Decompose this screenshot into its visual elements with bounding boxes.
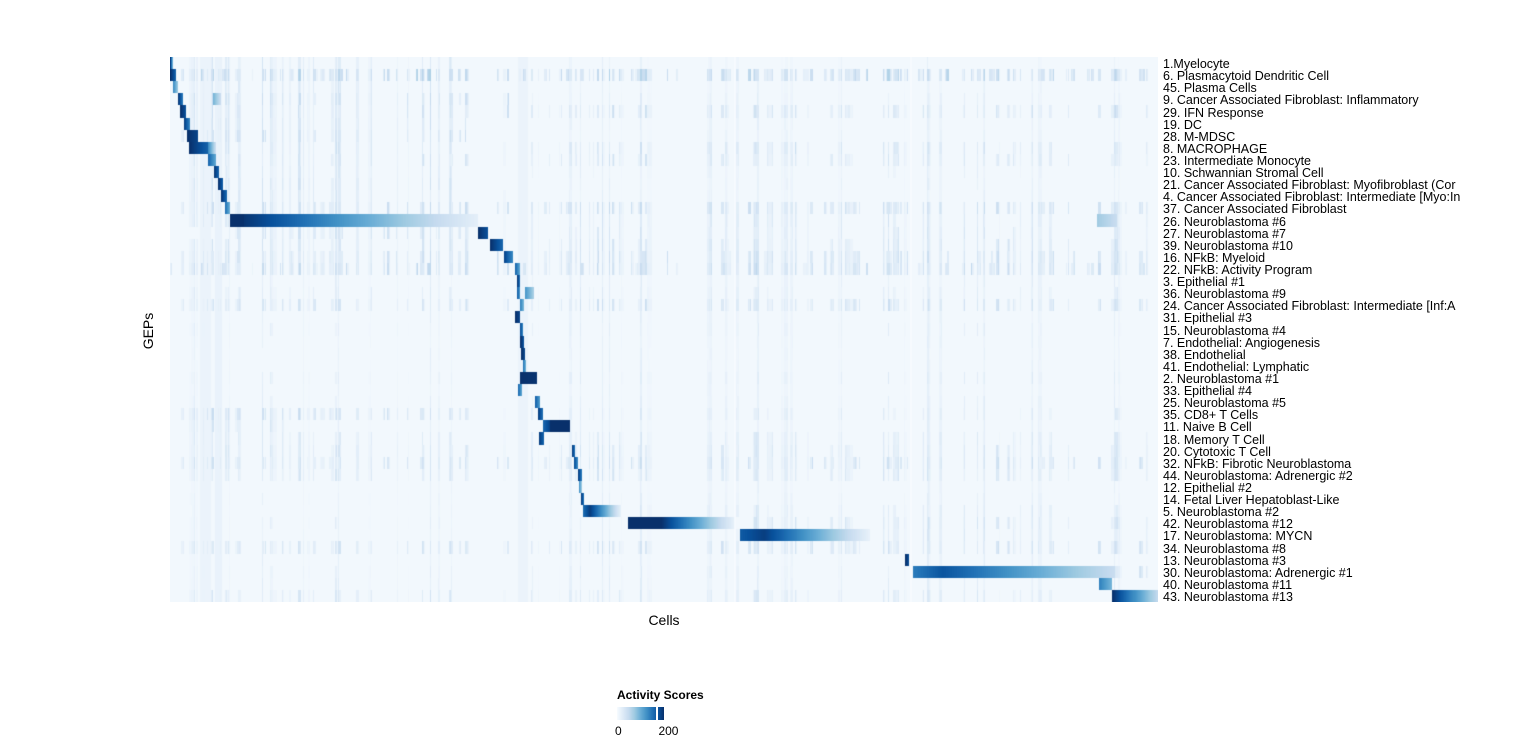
gep-label: 17. Neuroblastoma: MYCN <box>1163 529 1313 544</box>
gep-label: 36. Neuroblastoma #9 <box>1163 286 1286 301</box>
legend-tick-min: 0 <box>614 724 622 738</box>
gep-label: 11. Naive B Cell <box>1163 420 1252 435</box>
gep-label: 7. Endothelial: Angiogenesis <box>1163 335 1321 350</box>
gep-label: 29. IFN Response <box>1163 105 1264 120</box>
gep-label: 2. Neuroblastoma #1 <box>1163 371 1280 386</box>
gep-label: 22. NFkB: Activity Program <box>1163 262 1313 277</box>
gep-label: 25. Neuroblastoma #5 <box>1163 395 1286 410</box>
legend-colorbar <box>617 707 664 720</box>
gep-label: 8. MACROPHAGE <box>1163 141 1268 156</box>
gep-label: 27. Neuroblastoma #7 <box>1163 226 1286 241</box>
gep-label: 6. Plasmacytoid Dendritic Cell <box>1163 68 1330 83</box>
gep-label: 24. Cancer Associated Fibroblast: Interm… <box>1163 299 1456 314</box>
gep-label: 5. Neuroblastoma #2 <box>1163 504 1280 519</box>
gep-label: 4. Cancer Associated Fibroblast: Interme… <box>1163 190 1461 205</box>
gep-label: 28. M-MDSC <box>1163 129 1236 144</box>
gep-label: 35. CD8+ T Cells <box>1163 408 1259 423</box>
gep-label: 45. Plasma Cells <box>1163 81 1257 96</box>
gep-label: 1.Myelocyte <box>1163 56 1230 71</box>
gep-label: 15. Neuroblastoma #4 <box>1163 323 1286 338</box>
gep-label: 30. Neuroblastoma: Adrenergic #1 <box>1163 565 1353 580</box>
y-axis-label: GEPs <box>140 312 156 350</box>
x-axis-label: Cells <box>648 612 680 628</box>
gep-label: 40. Neuroblastoma #11 <box>1163 577 1293 592</box>
gep-label: 18. Memory T Cell <box>1163 432 1265 447</box>
gep-label: 16. NFkB: Myeloid <box>1163 250 1266 265</box>
gep-label: 37. Cancer Associated Fibroblast <box>1163 202 1347 217</box>
legend-title: Activity Scores <box>617 688 704 702</box>
gep-label: 33. Epithelial #4 <box>1163 383 1252 398</box>
gep-label: 14. Fetal Liver Hepatoblast-Like <box>1163 492 1340 507</box>
gep-label: 32. NFkB: Fibrotic Neuroblastoma <box>1163 456 1352 471</box>
gep-label: 20. Cytotoxic T Cell <box>1163 444 1271 459</box>
gep-label: 38. Endothelial <box>1163 347 1246 362</box>
gep-label: 13. Neuroblastoma #3 <box>1163 553 1286 568</box>
gep-label: 9. Cancer Associated Fibroblast: Inflamm… <box>1163 93 1419 108</box>
gep-label: 43. Neuroblastoma #13 <box>1163 589 1293 604</box>
gep-label: 41. Endothelial: Lymphatic <box>1163 359 1310 374</box>
gep-label: 10. Schwannian Stromal Cell <box>1163 165 1324 180</box>
legend-tick-line <box>656 707 659 720</box>
gep-label: 19. DC <box>1163 117 1202 132</box>
gep-label: 23. Intermediate Monocyte <box>1163 153 1311 168</box>
gep-label: 3. Epithelial #1 <box>1163 274 1246 289</box>
legend-tick-max: 200 <box>658 724 679 738</box>
activity-scores-legend: Activity Scores 0 200 <box>614 688 704 738</box>
gep-label: 21. Cancer Associated Fibroblast: Myofib… <box>1163 177 1456 192</box>
heatmap-plot <box>170 57 1158 602</box>
gep-label: 39. Neuroblastoma #10 <box>1163 238 1293 253</box>
gep-label: 31. Epithelial #3 <box>1163 311 1252 326</box>
gep-label: 26. Neuroblastoma #6 <box>1163 214 1286 229</box>
gep-label: 42. Neuroblastoma #12 <box>1163 517 1293 532</box>
gep-label: 34. Neuroblastoma #8 <box>1163 541 1286 556</box>
gep-label: 44. Neuroblastoma: Adrenergic #2 <box>1163 468 1353 483</box>
gep-label: 12. Epithelial #2 <box>1163 480 1252 495</box>
